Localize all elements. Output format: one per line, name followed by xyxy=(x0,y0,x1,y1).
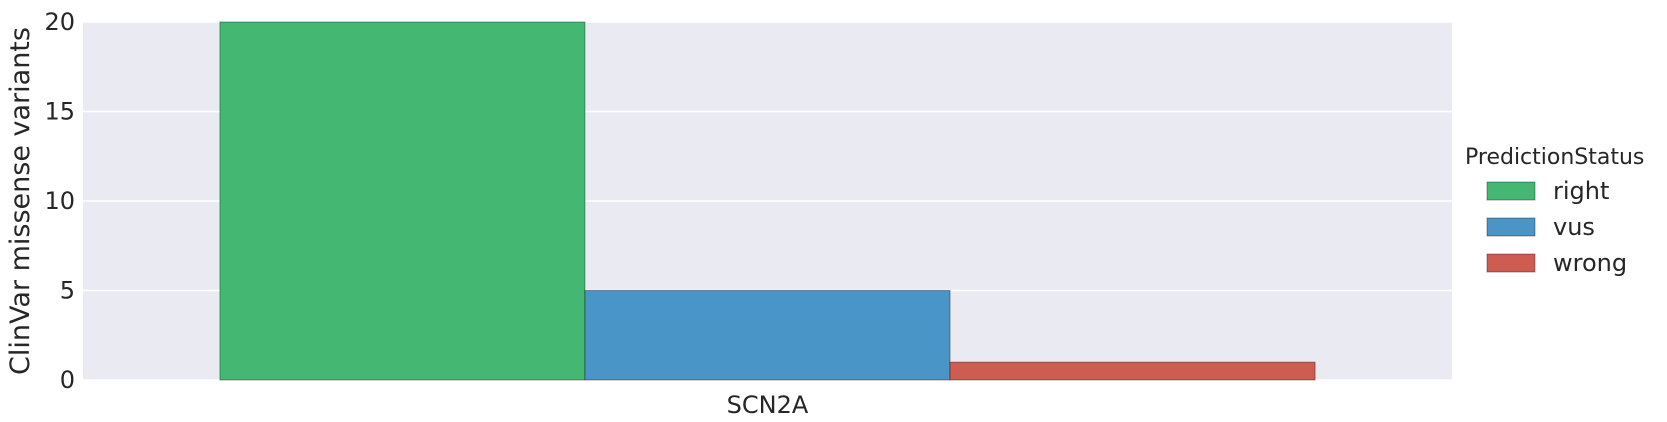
legend: PredictionStatus right vus wrong xyxy=(1465,145,1644,277)
legend-label-wrong: wrong xyxy=(1553,249,1627,277)
y-tick-label: 10 xyxy=(44,187,75,215)
bar-wrong xyxy=(949,361,1316,381)
y-tick-label: 15 xyxy=(44,98,75,126)
legend-label-right: right xyxy=(1553,177,1609,205)
legend-swatch-vus xyxy=(1486,217,1536,237)
bars xyxy=(219,21,1316,381)
x-tick-labels: SCN2A xyxy=(727,391,809,419)
legend-label-vus: vus xyxy=(1553,213,1595,241)
y-tick-label: 0 xyxy=(60,366,75,394)
legend-swatch-wrong xyxy=(1486,253,1536,273)
bar-vus xyxy=(584,290,951,381)
legend-title: PredictionStatus xyxy=(1465,145,1644,170)
y-axis-label: ClinVar missense variants xyxy=(5,27,36,375)
y-tick-labels: 0 5 10 15 20 xyxy=(44,8,75,394)
y-tick-label: 20 xyxy=(44,8,75,36)
bar-right xyxy=(219,21,586,381)
legend-swatch-right xyxy=(1486,181,1536,201)
x-tick-label: SCN2A xyxy=(727,391,809,419)
y-tick-label: 5 xyxy=(60,277,75,305)
